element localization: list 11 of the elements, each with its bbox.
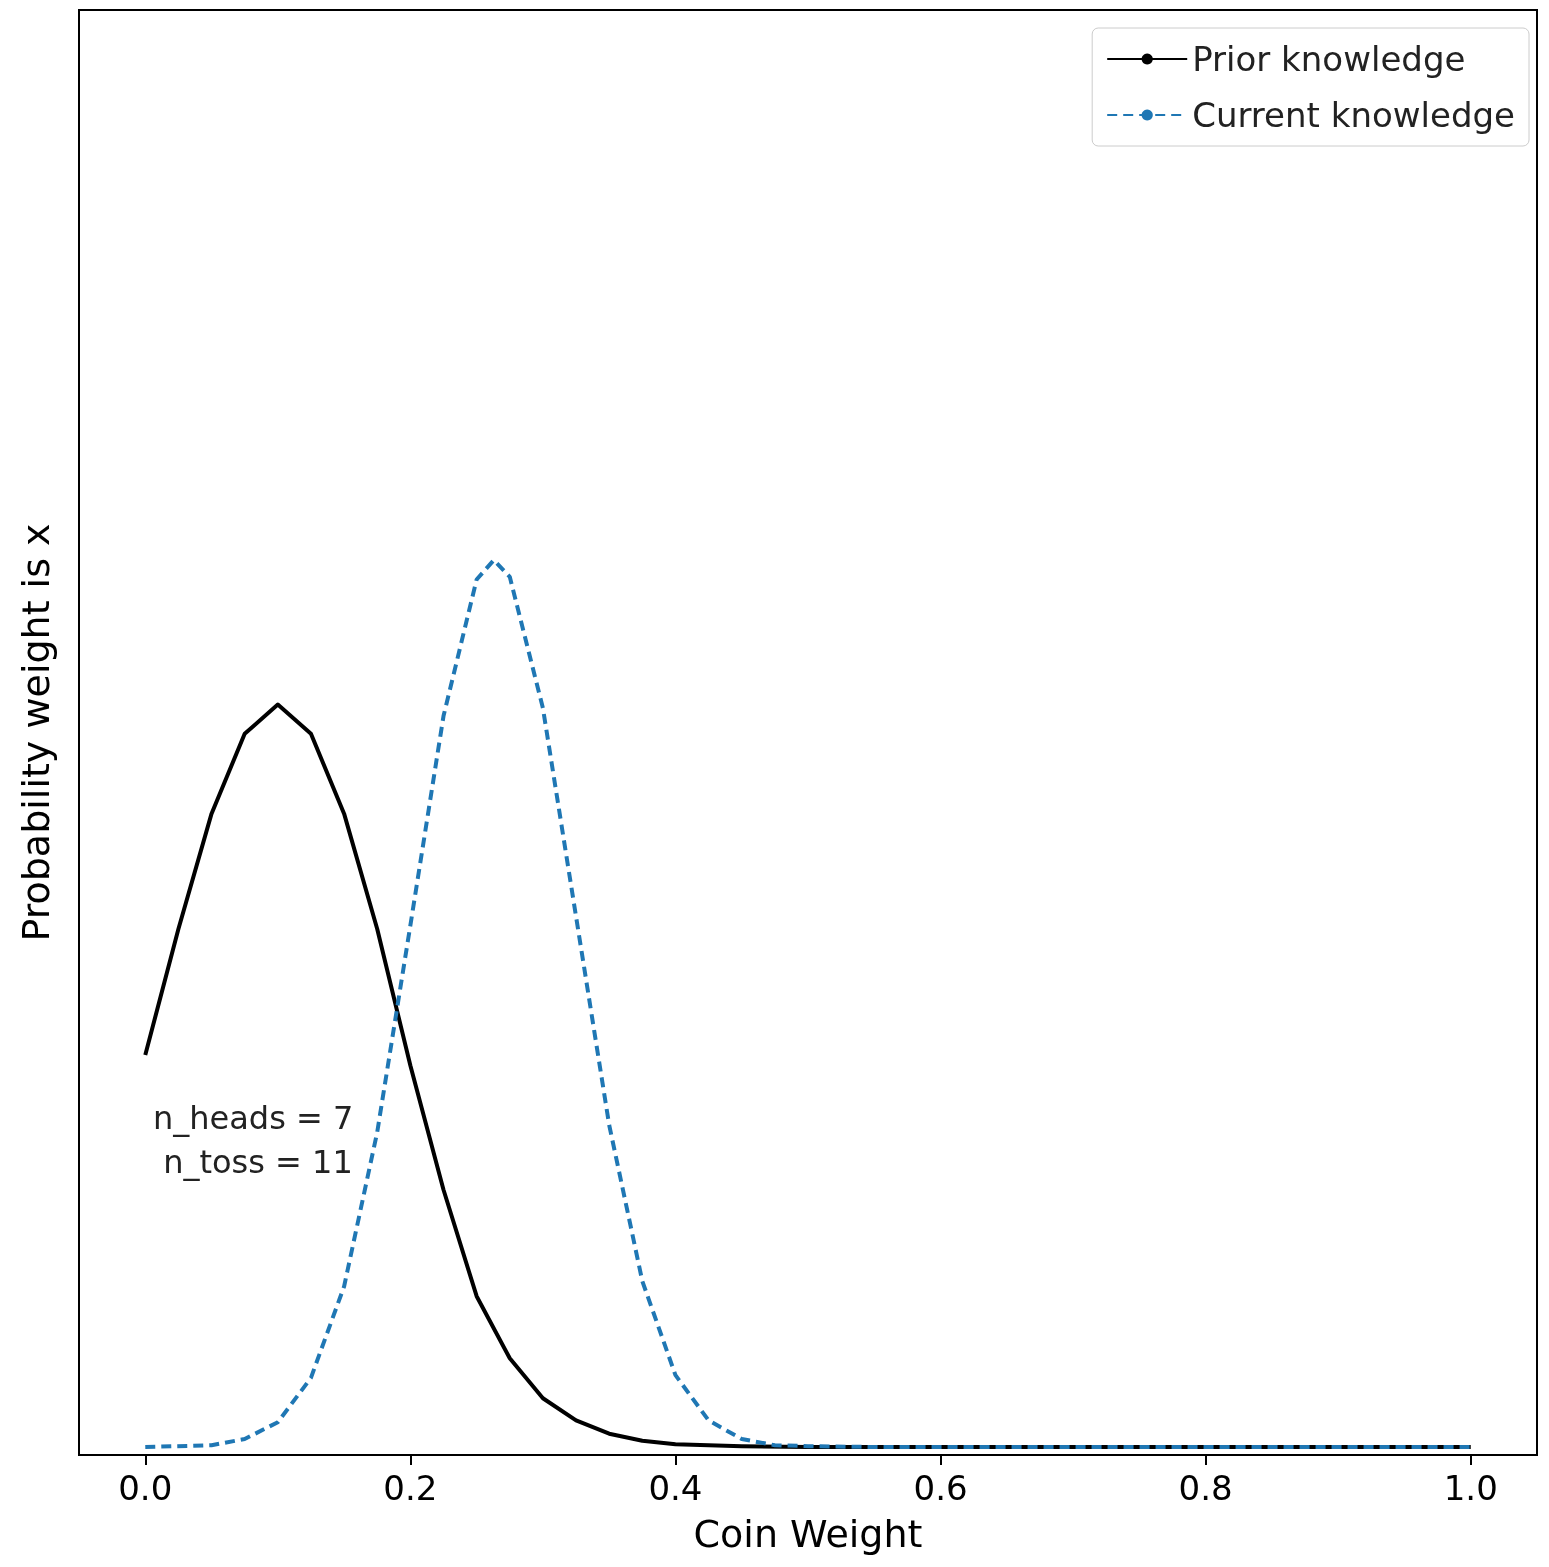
x-tick-label: 1.0 <box>1443 1468 1498 1508</box>
y-axis-title: Probability weight is x <box>14 523 58 942</box>
x-tick-label: 0.2 <box>383 1468 438 1508</box>
x-tick-label: 0.6 <box>913 1468 968 1508</box>
x-axis-title: Coin Weight <box>693 1512 923 1556</box>
annotation: n_heads = 7 n_toss = 11 <box>153 1099 354 1181</box>
x-tick-label: 0.4 <box>648 1468 703 1508</box>
x-tick-label: 0.0 <box>118 1468 173 1508</box>
legend-label: Current knowledge <box>1192 95 1516 135</box>
x-tick-label: 0.8 <box>1178 1468 1233 1508</box>
legend-label: Prior knowledge <box>1192 39 1466 79</box>
